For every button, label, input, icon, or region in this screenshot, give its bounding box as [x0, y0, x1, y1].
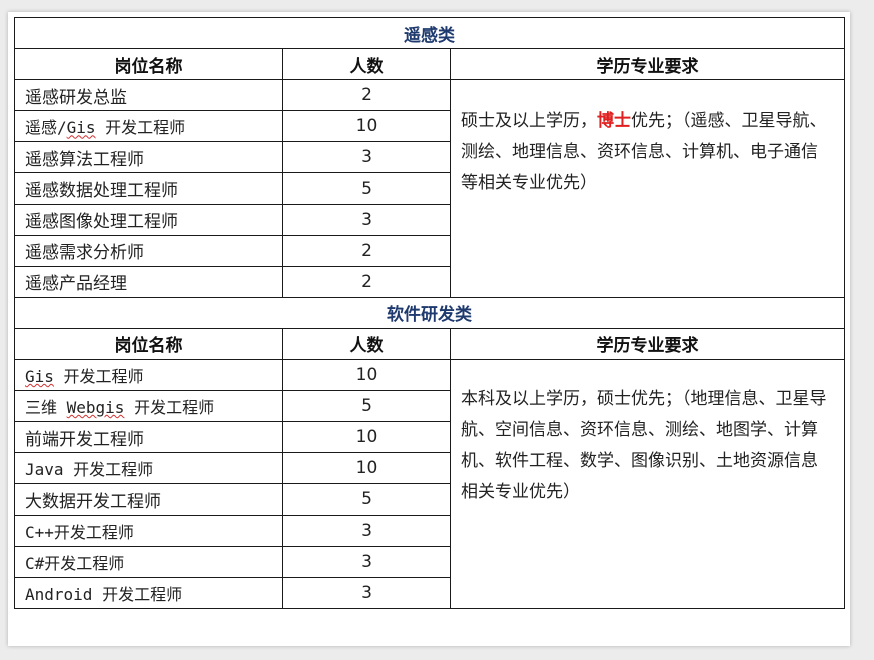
table-row: 遥感/Gis 开发工程师 10: [14, 110, 845, 143]
requirement-part: 硕士及以上学历，: [461, 111, 597, 132]
table-row: 前端开发工程师 10: [14, 421, 845, 454]
table-row: 遥感需求分析师 2: [14, 234, 845, 267]
header-row: 岗位名称 人数 学历专业要求: [14, 327, 845, 361]
headcount: 2: [282, 79, 451, 112]
headcount: 5: [282, 172, 451, 205]
spellcheck-underline: Gis: [66, 118, 96, 138]
headcount: 10: [282, 452, 451, 485]
headcount: 3: [282, 141, 451, 174]
job-title: Android 开发工程师: [14, 576, 283, 609]
job-title: Java 开发工程师: [14, 452, 283, 485]
job-title: 遥感需求分析师: [14, 234, 283, 267]
requirement-part: 优先；（遥感、卫星导航、测绘、地理信息、资环信息、计算机、电子通信等相关专业优先…: [461, 111, 827, 194]
table-row: 遥感研发总监 2 硕士及以上学历，博士优先；（遥感、卫星导航、测绘、地理信息、资环信…: [14, 79, 845, 298]
headcount: 5: [282, 483, 451, 516]
requirement-text: 本科及以上学历，硕士优先；（地理信息、卫星导航、空间信息、资环信息、测绘、地图学…: [450, 359, 845, 609]
document-card: 遥感类 岗位名称 人数 学历专业要求 遥感研发总监 2 硕士及以上学历，博士优先；（遥感、卫…: [8, 12, 850, 646]
job-table: 遥感类 岗位名称 人数 学历专业要求 遥感研发总监 2 硕士及以上学历，博士优先；（遥感、卫…: [14, 16, 845, 609]
headcount: 3: [282, 545, 451, 578]
section-title-row: 软件研发类: [14, 296, 845, 329]
header-row: 岗位名称 人数 学历专业要求: [14, 48, 845, 81]
job-title: Gis 开发工程师: [14, 359, 283, 392]
job-title: 遥感图像处理工程师: [14, 203, 283, 236]
table-row: 遥感图像处理工程师 3: [14, 203, 845, 236]
column-header: 人数: [282, 327, 451, 361]
headcount: 10: [282, 359, 451, 392]
headcount: 3: [282, 576, 451, 609]
headcount: 2: [282, 265, 451, 298]
headcount: 10: [282, 110, 451, 143]
job-title: 三维 Webgis 开发工程师: [14, 390, 283, 423]
job-title: C++开发工程师: [14, 514, 283, 547]
job-title: 大数据开发工程师: [14, 483, 283, 516]
headcount: 3: [282, 203, 451, 236]
section-title: 软件研发类: [14, 296, 845, 329]
column-header: 学历专业要求: [450, 327, 845, 361]
job-title: 遥感/Gis 开发工程师: [14, 110, 283, 143]
job-title: 遥感算法工程师: [14, 141, 283, 174]
table-row: 遥感产品经理 2: [14, 265, 845, 298]
column-header: 学历专业要求: [450, 48, 845, 81]
spellcheck-underline: Webgis: [66, 398, 125, 418]
headcount: 3: [282, 514, 451, 547]
requirement-highlight: 博士: [597, 111, 631, 132]
table-row: 大数据开发工程师 5: [14, 483, 845, 516]
table-row: 遥感算法工程师 3: [14, 141, 845, 174]
spellcheck-underline: Gis: [25, 367, 54, 387]
job-title: 遥感研发总监: [14, 79, 283, 112]
requirement-text: 硕士及以上学历，博士优先；（遥感、卫星导航、测绘、地理信息、资环信息、计算机、电…: [450, 79, 845, 298]
headcount: 5: [282, 390, 451, 423]
headcount: 10: [282, 421, 451, 454]
section-title: 遥感类: [14, 16, 845, 50]
column-header: 岗位名称: [14, 48, 283, 81]
table-row: Android 开发工程师 3: [14, 576, 845, 609]
requirement-part: 本科及以上学历，硕士优先；（地理信息、卫星导航、空间信息、资环信息、测绘、地图学…: [461, 389, 827, 503]
column-header: 人数: [282, 48, 451, 81]
job-title: 遥感数据处理工程师: [14, 172, 283, 205]
job-title: 前端开发工程师: [14, 421, 283, 454]
table-row: Gis 开发工程师 10 本科及以上学历，硕士优先；（地理信息、卫星导航、空间信息、…: [14, 359, 845, 609]
job-title: C#开发工程师: [14, 545, 283, 578]
table-row: Java 开发工程师 10: [14, 452, 845, 485]
headcount: 2: [282, 234, 451, 267]
section-title-row: 遥感类: [14, 16, 845, 50]
column-header: 岗位名称: [14, 327, 283, 361]
job-title: 遥感产品经理: [14, 265, 283, 298]
